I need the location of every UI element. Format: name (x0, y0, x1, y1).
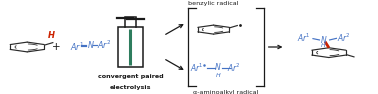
Text: N: N (88, 41, 94, 50)
Text: α-aminoalkyl radical: α-aminoalkyl radical (194, 90, 259, 94)
Text: +: + (52, 42, 60, 52)
Text: H: H (215, 73, 220, 78)
Text: benzylic radical: benzylic radical (188, 1, 239, 6)
Text: Ar$^1$: Ar$^1$ (70, 41, 84, 53)
Text: Ar$^2$: Ar$^2$ (228, 61, 241, 74)
Text: N: N (320, 36, 326, 45)
Text: Ar$^1$: Ar$^1$ (190, 61, 203, 74)
Text: H: H (47, 31, 54, 40)
Text: convergent paired: convergent paired (98, 74, 163, 79)
Text: Ar$^1$: Ar$^1$ (297, 32, 311, 44)
Bar (118, 27, 143, 67)
Text: N: N (215, 63, 221, 72)
Text: Ar$^2$: Ar$^2$ (337, 31, 351, 44)
Text: H: H (321, 43, 325, 48)
Text: Ar$^2$: Ar$^2$ (97, 39, 112, 51)
Text: electrolysis: electrolysis (110, 85, 151, 90)
